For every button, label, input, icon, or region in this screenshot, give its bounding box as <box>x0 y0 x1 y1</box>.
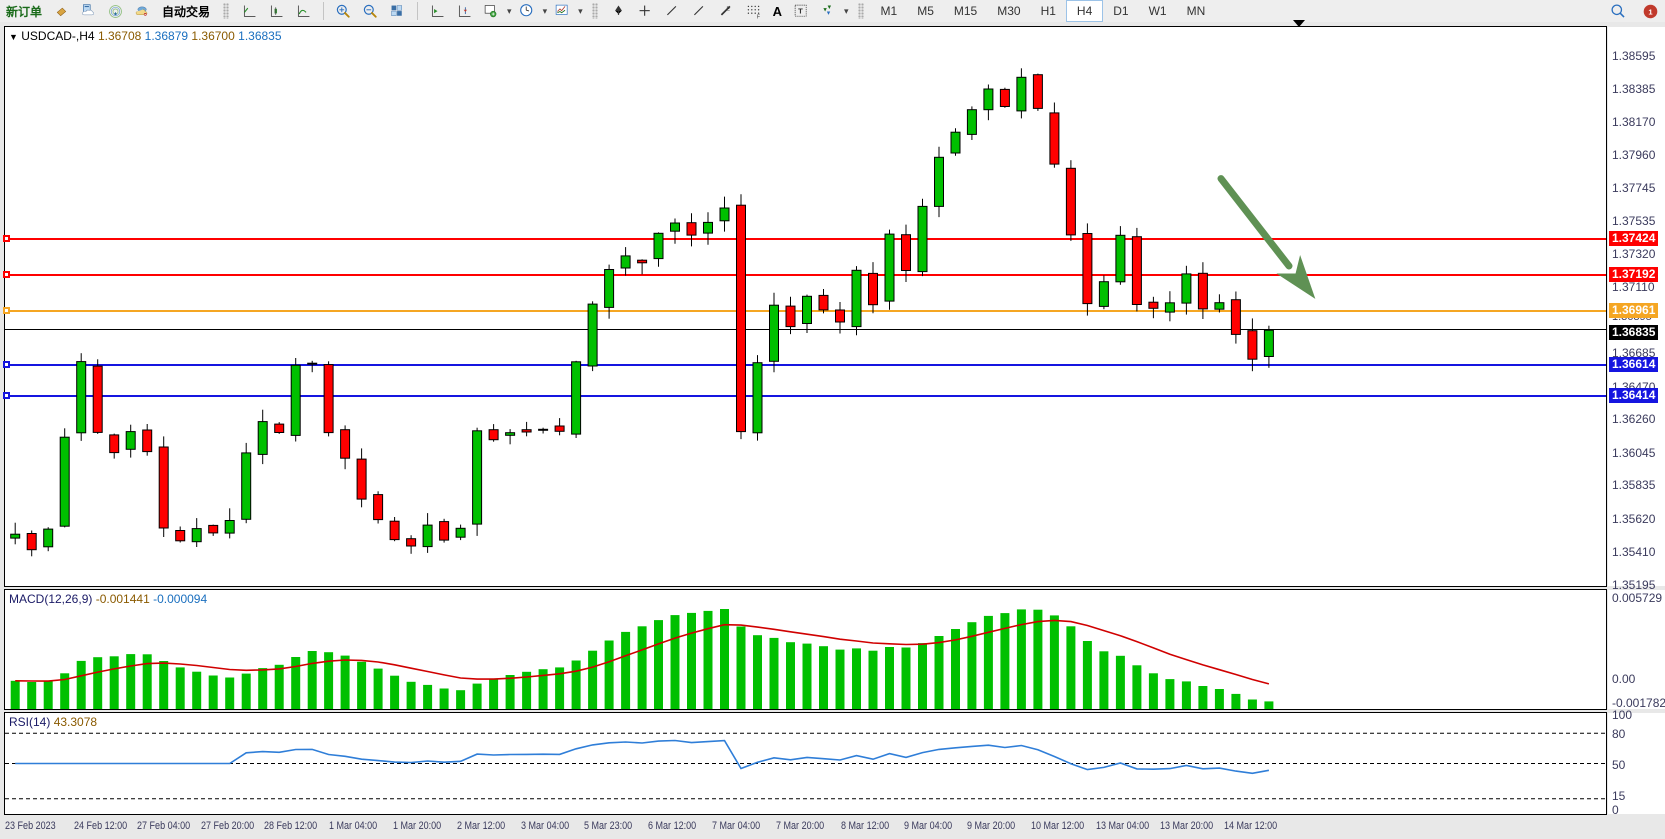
svg-text:F: F <box>757 14 760 20</box>
svg-text:E: E <box>726 6 730 12</box>
svg-text:T: T <box>798 6 803 15</box>
